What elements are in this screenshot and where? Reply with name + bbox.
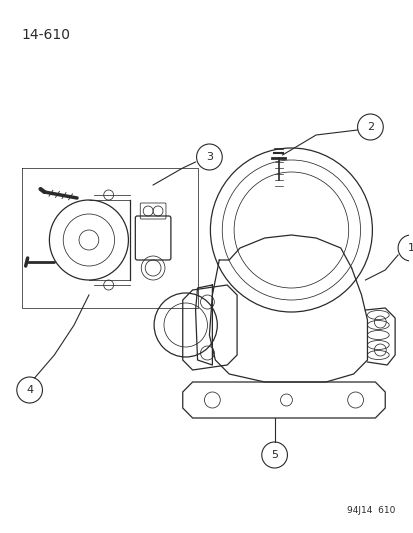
Text: 5: 5 [271, 450, 278, 460]
Text: 94J14  610: 94J14 610 [346, 506, 394, 515]
Text: 14-610: 14-610 [21, 28, 71, 42]
Text: 4: 4 [26, 385, 33, 395]
Text: 2: 2 [366, 122, 373, 132]
Text: 1: 1 [406, 243, 413, 253]
Text: 3: 3 [205, 152, 212, 162]
